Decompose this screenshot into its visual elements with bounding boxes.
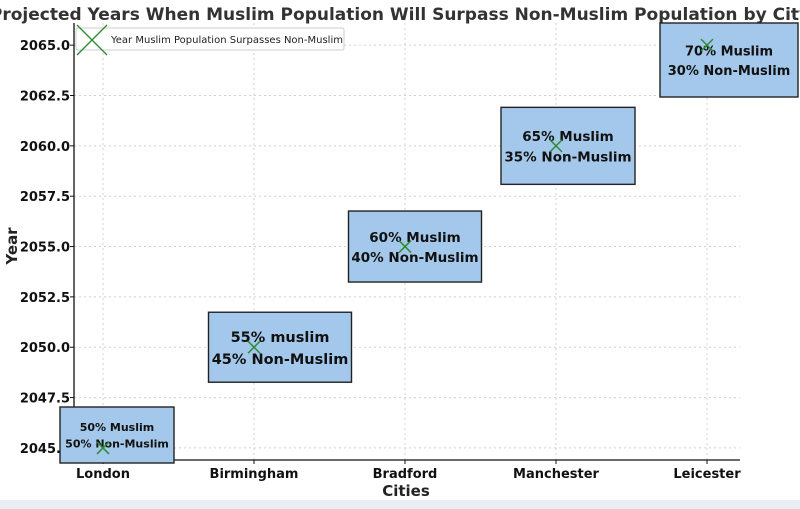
x-axis-label: Cities xyxy=(382,482,430,500)
annotation-text: 55% muslim xyxy=(231,330,330,346)
y-tick-label: 2062.5 xyxy=(20,89,70,104)
x-tick-label: London xyxy=(76,467,130,482)
annotation-text: 50% Muslim xyxy=(80,421,155,434)
legend-frame xyxy=(75,27,345,51)
x-tick-label: Birmingham xyxy=(210,467,299,482)
data-point-marker xyxy=(549,139,563,153)
y-tick-label: 2055.0 xyxy=(20,241,70,256)
chart-title: Projected Years When Muslim Population W… xyxy=(0,5,800,25)
annotation-box xyxy=(659,22,799,98)
legend: Year Muslim Population Surpasses Non-Mus… xyxy=(75,24,345,56)
annotation-text: 60% Muslim xyxy=(369,230,460,246)
y-axis-label: Year xyxy=(3,227,21,266)
marker-stroke xyxy=(96,441,110,455)
annotation-box xyxy=(207,311,353,383)
data-point-marker xyxy=(700,38,714,52)
annotation-text: 50% Non-Muslim xyxy=(65,438,169,451)
legend-marker-icon xyxy=(76,24,108,56)
x-tick-label: Manchester xyxy=(513,467,600,482)
y-tick-label: 2060.0 xyxy=(20,140,70,155)
marker-stroke xyxy=(700,38,714,52)
annotation-text: 40% Non-Muslim xyxy=(351,250,478,266)
y-tick-label: 2052.5 xyxy=(20,291,70,306)
marker-stroke xyxy=(247,340,261,354)
plot-area: 2045.0 2047.5 2050.0 2052.5 2055.0 2057.5 2060… xyxy=(20,22,799,482)
marker-stroke xyxy=(398,240,412,254)
y-tick-label: 2065.0 xyxy=(20,39,70,54)
data-point-marker xyxy=(398,240,412,254)
bottom-strip xyxy=(0,500,800,509)
annotation-box xyxy=(500,106,636,186)
x-tick-label: Leicester xyxy=(673,467,741,482)
annotation-text: 30% Non-Muslim xyxy=(668,64,791,79)
data-point-marker xyxy=(96,441,110,455)
annotation-text: 45% Non-Muslim xyxy=(212,352,349,368)
y-tick-label: 2057.5 xyxy=(20,190,70,205)
x-tick-label: Bradford xyxy=(373,467,438,482)
legend-label: Year Muslim Population Surpasses Non-Mus… xyxy=(110,35,343,46)
annotation-box xyxy=(59,406,175,464)
y-tick-label: 2047.5 xyxy=(20,392,70,407)
annotation-text: 35% Non-Muslim xyxy=(504,149,631,165)
y-tick-label: 2045.0 xyxy=(20,442,70,457)
y-tick-label: 2050.0 xyxy=(20,341,70,356)
marker-stroke xyxy=(549,139,563,153)
annotation-text: 65% Muslim xyxy=(522,129,613,145)
annotation-box xyxy=(347,210,483,283)
data-point-marker xyxy=(247,340,261,354)
annotation-text: 70% Muslim xyxy=(685,44,773,59)
